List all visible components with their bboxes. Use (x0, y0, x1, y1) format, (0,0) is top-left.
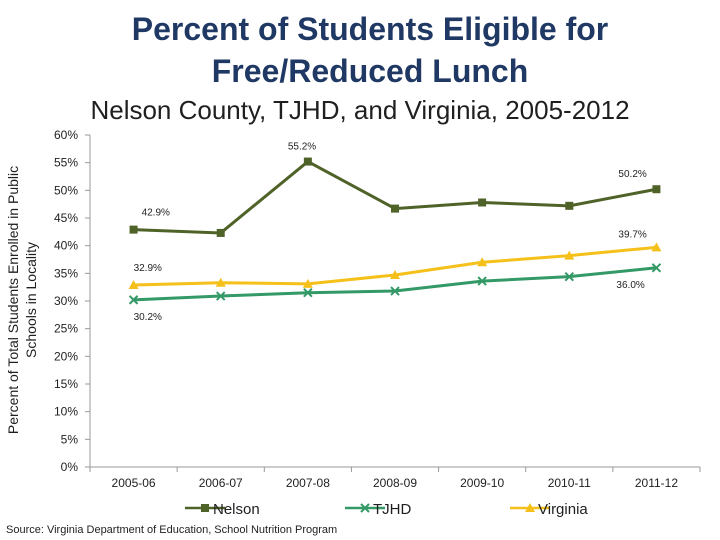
data-label-nelson: 42.9% (142, 208, 170, 219)
data-point-nelson (303, 157, 312, 166)
data-point-virginia (215, 277, 226, 287)
data-point-tjhd (564, 271, 574, 282)
y-tick-label: 25% (54, 322, 78, 336)
y-tick-label: 15% (54, 377, 78, 391)
data-label-nelson: 55.2% (288, 142, 316, 153)
source-note: Source: Virginia Department of Education… (6, 524, 338, 536)
legend-marker-virginia (525, 503, 535, 512)
y-tick-label: 35% (54, 266, 78, 280)
y-tick-label: 0% (61, 460, 79, 474)
data-point-virginia (477, 257, 488, 267)
data-point-virginia (128, 279, 139, 289)
data-label-virginia: 32.9% (134, 263, 162, 274)
chart-subtitle: Nelson County, TJHD, and Virginia, 2005-… (90, 95, 630, 125)
data-point-virginia (390, 269, 400, 279)
legend-label-tjhd: TJHD (373, 501, 411, 518)
y-tick-label: 50% (54, 183, 78, 197)
x-tick-label: 2005-06 (112, 476, 156, 490)
legend-marker-nelson (201, 504, 209, 512)
data-label-nelson: 50.2% (618, 169, 646, 180)
data-point-tjhd (477, 276, 487, 286)
legend-label-virginia: Virginia (538, 501, 588, 518)
data-point-nelson (216, 228, 225, 237)
y-tick-label: 10% (54, 405, 78, 419)
data-point-tjhd (390, 286, 400, 296)
data-point-virginia (302, 278, 313, 288)
data-point-virginia (651, 242, 662, 252)
legend-label-nelson: Nelson (213, 501, 260, 518)
data-point-tjhd (216, 291, 226, 301)
y-tick-label: 55% (54, 156, 78, 170)
y-tick-label: 40% (54, 239, 78, 253)
x-tick-label: 2009-10 (460, 476, 504, 490)
data-label-tjhd: 36.0% (616, 280, 644, 291)
series-line-virginia (133, 245, 657, 287)
y-tick-label: 30% (54, 294, 78, 308)
data-point-nelson (129, 225, 138, 234)
data-point-tjhd (128, 295, 139, 305)
x-tick-label: 2011-12 (635, 476, 678, 490)
data-label-virginia: 39.7% (618, 229, 646, 240)
y-tick-label: 5% (61, 432, 79, 446)
data-point-nelson (391, 204, 399, 213)
y-tick-label: 20% (54, 349, 78, 363)
x-tick-label: 2007-08 (286, 476, 330, 490)
data-point-nelson (478, 198, 487, 207)
y-tick-label: 45% (54, 211, 78, 225)
data-label-tjhd: 30.2% (134, 312, 162, 323)
x-tick-label: 2006-07 (199, 476, 243, 490)
y-tick-label: 60% (54, 128, 78, 142)
data-point-nelson (565, 201, 574, 210)
x-tick-label: 2008-09 (373, 476, 417, 490)
x-tick-label: 2010-11 (548, 476, 591, 490)
y-axis-label: Percent of Total Students Enrolled in Pu… (5, 166, 39, 434)
data-point-virginia (564, 250, 575, 260)
legend-marker-tjhd (360, 503, 370, 513)
chart-title: Percent of Students Eligible for Free/Re… (131, 11, 609, 89)
series-line-nelson (133, 159, 657, 235)
data-point-tjhd (303, 287, 313, 298)
data-point-tjhd (651, 263, 662, 273)
data-point-nelson (652, 185, 661, 194)
